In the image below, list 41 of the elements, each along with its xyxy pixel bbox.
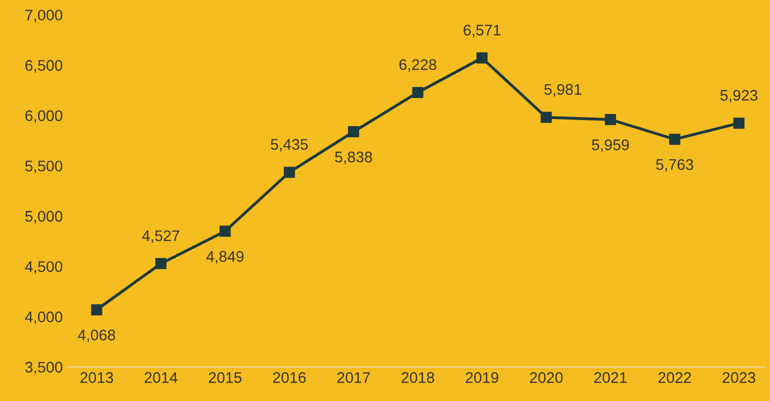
data-label: 6,228 [399,59,436,72]
point [412,86,424,98]
x-tick-label: 2013 [80,372,113,383]
point [540,112,552,123]
x-tick-label: 2015 [208,372,242,383]
data-label: 5,959 [592,139,629,152]
point [733,118,744,129]
point [604,114,616,126]
x-tick-label: 2020 [530,372,563,383]
x-tick-label: 2018 [402,372,434,383]
y-tick-label: 3,500 [25,362,62,374]
y-tick-label: 7,000 [25,10,62,22]
data-label: 5,981 [544,84,582,97]
y-tick-label: 4,000 [25,311,62,324]
data-label: 5,838 [335,152,372,164]
y-tick-label: 5,500 [25,160,62,174]
data-label: 5,763 [656,159,694,172]
x-tick-label: 2023 [722,372,756,383]
data-label: 4,068 [78,330,116,342]
y-tick-label: 4,500 [25,261,62,274]
y-tick-label: 6,500 [25,60,62,73]
data-label: 5,923 [720,90,758,103]
x-tick-label: 2022 [658,372,691,383]
y-tick-label: 6,000 [25,110,62,123]
data-label: 6,571 [464,24,500,38]
x-tick-label: 2017 [337,372,370,383]
point [91,304,102,316]
x-tick-label: 2014 [144,372,178,383]
point [284,166,295,178]
point [476,52,488,64]
point [155,258,166,270]
data-label: 4,527 [142,230,180,243]
point [220,226,231,237]
x-tick-label: 2021 [594,372,627,383]
point [348,126,360,138]
point [669,134,680,145]
data-label: 4,849 [206,251,244,264]
data-label: 5,435 [270,138,308,152]
x-tick-label: 2016 [273,372,306,383]
y-tick-label: 5,000 [25,210,62,224]
x-tick-label: 2019 [466,372,498,383]
